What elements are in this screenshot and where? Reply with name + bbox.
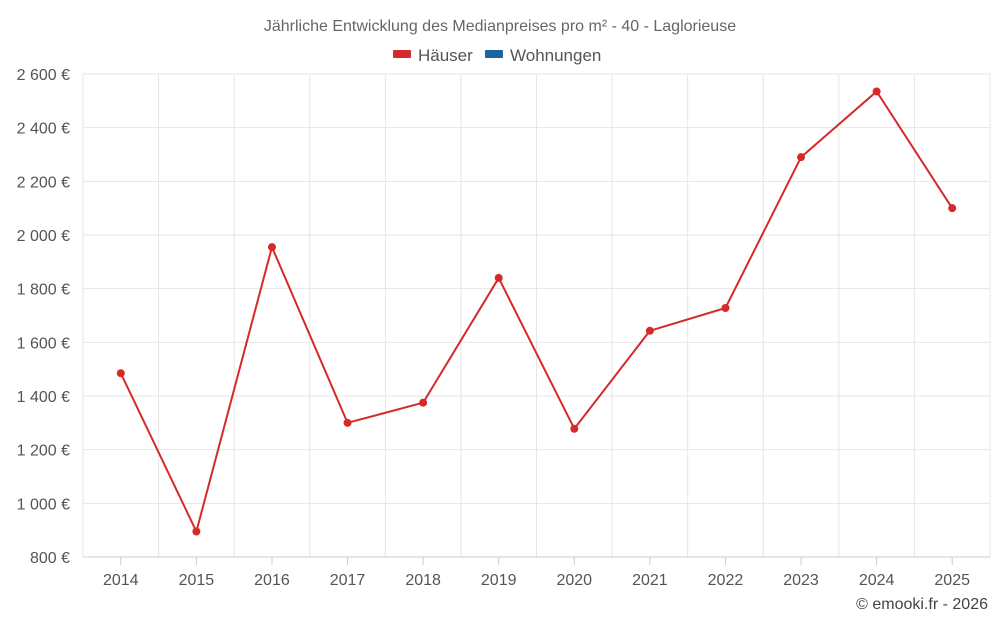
x-tick-label: 2019 (481, 572, 517, 589)
y-tick-label: 2 200 € (17, 174, 70, 191)
y-tick-label: 1 400 € (17, 389, 70, 406)
x-tick-label: 2018 (405, 572, 441, 589)
legend-label-wohnungen: Wohnungen (510, 46, 601, 65)
x-tick-label: 2022 (708, 572, 744, 589)
data-point-2021[interactable] (645, 326, 654, 335)
x-tick-label: 2023 (783, 572, 819, 589)
legend-item-wohnungen[interactable]: Wohnungen (485, 46, 601, 65)
series-line-haeuser (119, 90, 954, 533)
data-point-2016[interactable] (267, 243, 276, 252)
x-tick-label: 2017 (330, 572, 366, 589)
data-point-2025[interactable] (948, 204, 957, 213)
x-tick-label: 2016 (254, 572, 290, 589)
data-point-2014[interactable] (116, 369, 125, 378)
legend-swatch-wohnungen (485, 50, 503, 58)
x-tick-label: 2025 (934, 572, 970, 589)
legend-swatch-haeuser (393, 50, 411, 58)
y-tick-label: 800 € (30, 550, 70, 567)
x-tick-label: 2015 (179, 572, 215, 589)
legend-label-haeuser: Häuser (418, 46, 473, 65)
data-point-2022[interactable] (721, 303, 730, 312)
data-point-2019[interactable] (494, 273, 503, 282)
chart-title: Jährliche Entwicklung des Medianpreises … (264, 18, 736, 35)
x-tick-label: 2014 (103, 572, 139, 589)
data-point-2018[interactable] (419, 398, 428, 407)
x-tick-label: 2020 (556, 572, 592, 589)
y-tick-label: 1 600 € (17, 335, 70, 352)
series-haeuser (116, 87, 957, 536)
y-tick-label: 1 800 € (17, 282, 70, 299)
y-tick-label: 2 400 € (17, 121, 70, 138)
x-tick-label: 2021 (632, 572, 668, 589)
y-tick-label: 1 200 € (17, 443, 70, 460)
axes: 800 € 1 000 € 1 200 € 1 400 € 1 600 € 1 800 €… (17, 67, 990, 589)
data-point-2015[interactable] (192, 527, 201, 536)
legend-item-haeuser[interactable]: Häuser (393, 46, 473, 65)
grid (82, 73, 991, 558)
data-point-2024[interactable] (872, 87, 881, 96)
y-tick-label: 2 000 € (17, 228, 70, 245)
data-point-2017[interactable] (343, 418, 352, 427)
credit-text: © emooki.fr - 2026 (856, 596, 988, 613)
data-point-2023[interactable] (797, 153, 806, 162)
x-tick-label: 2024 (859, 572, 895, 589)
data-point-2020[interactable] (570, 424, 579, 433)
legend: Häuser Wohnungen (393, 46, 601, 65)
y-tick-label: 1 000 € (17, 496, 70, 513)
y-tick-label: 2 600 € (17, 67, 70, 84)
